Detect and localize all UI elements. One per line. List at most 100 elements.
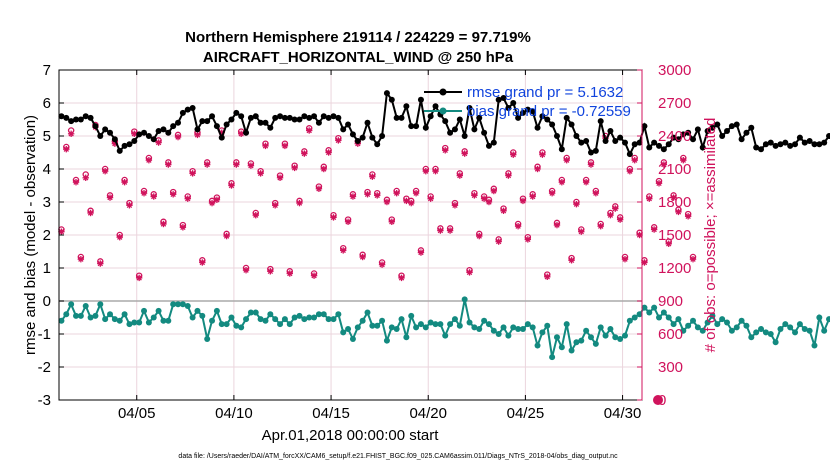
obs-assimilated-point [97, 260, 104, 267]
asterisk-stroke [350, 193, 356, 200]
bias-point [544, 322, 551, 329]
bias-point [189, 314, 196, 321]
rmse-point [257, 119, 264, 126]
obs-assimilated-point [607, 212, 614, 219]
rmse-point [417, 96, 424, 103]
obs-assimilated-point [670, 194, 677, 201]
asterisk-stroke [612, 205, 618, 212]
obs-assimilated-point [233, 161, 240, 168]
asterisk-stroke [126, 202, 133, 208]
bias-point [451, 316, 458, 323]
obs-assimilated-point [271, 202, 279, 209]
obs-assimilated-point [189, 170, 196, 177]
x-tick-label: 04/05 [118, 405, 156, 422]
asterisk-stroke [296, 200, 303, 206]
bias-point [228, 314, 235, 321]
bias-point [738, 317, 745, 324]
asterisk-stroke [311, 273, 317, 279]
left-tick-label: 3 [43, 194, 51, 211]
bias-point [772, 339, 779, 346]
obs-assimilated-point [131, 130, 138, 137]
rmse-point [68, 118, 75, 125]
obs-assimilated-point [121, 179, 128, 186]
asterisk-stroke [238, 131, 244, 137]
bias-point [758, 326, 765, 333]
bias-point [670, 321, 677, 328]
asterisk-stroke [131, 131, 138, 137]
left-tick-label: 2 [43, 227, 51, 244]
rmse-point [315, 119, 322, 126]
obs-assimilated-point [291, 164, 298, 172]
obs-assimilated-point [223, 232, 230, 240]
obs-assimilated-point [578, 228, 585, 235]
obs-assimilated-point [194, 131, 201, 139]
obs-assimilated-point [675, 208, 682, 216]
bias-point [213, 307, 220, 314]
asterisk-stroke [534, 166, 541, 172]
rmse-point [432, 103, 439, 110]
asterisk-stroke [233, 161, 240, 168]
asterisk-stroke [321, 166, 327, 172]
obs-assimilated-point [553, 221, 561, 229]
rmse-point [121, 142, 128, 149]
obs-assimilated-point [383, 198, 391, 206]
asterisk-stroke [282, 143, 288, 149]
asterisk-stroke [559, 179, 565, 185]
bias-point [539, 329, 546, 336]
obs-assimilated-point [276, 174, 284, 181]
obs-assimilated-point [286, 270, 293, 277]
rmse-point [267, 124, 274, 131]
bias-point [111, 316, 118, 323]
rmse-point [107, 129, 114, 136]
asterisk-stroke [364, 191, 371, 197]
rmse-point [238, 113, 245, 120]
bias-point [621, 332, 628, 339]
right-y-axis-label: # of obs: o=possible; ×=assimilated [702, 118, 719, 353]
bias-point [141, 307, 148, 314]
bias-point [476, 326, 483, 333]
asterisk-stroke [379, 262, 385, 268]
asterisk-stroke [413, 190, 419, 196]
bias-point [626, 317, 633, 324]
rmse-point [656, 142, 663, 149]
left-tick-label: -1 [38, 326, 51, 343]
rmse-point [709, 124, 716, 131]
asterisk-stroke [539, 152, 546, 158]
rmse-point [714, 121, 721, 128]
right-tick-label: 2100 [658, 161, 691, 178]
obs-assimilated-point [476, 232, 483, 240]
chart-title-line-1: Northern Hemisphere 219114 / 224229 = 97… [185, 29, 531, 46]
bias-point [408, 312, 415, 319]
asterisk-stroke [549, 190, 555, 196]
obs-assimilated-point [330, 214, 337, 221]
rmse-point [821, 139, 828, 146]
asterisk-stroke [267, 268, 274, 274]
rmse-point [262, 119, 269, 126]
bias-point [806, 327, 813, 334]
bias-point [257, 316, 264, 323]
obs-assimilated-point [505, 172, 512, 179]
bias-point [121, 311, 128, 318]
rmse-point [792, 141, 799, 148]
asterisk-stroke [476, 233, 482, 239]
rmse-point [621, 139, 628, 146]
bias-point [587, 334, 594, 341]
obs-assimilated-point [568, 257, 575, 264]
rmse-point [758, 146, 765, 153]
asterisk-stroke [58, 229, 65, 235]
bias-point [359, 317, 366, 324]
asterisk-stroke [670, 194, 677, 201]
bias-point [816, 314, 823, 321]
rmse-point [626, 151, 633, 158]
rmse-point [665, 141, 672, 148]
asterisk-stroke [359, 254, 366, 260]
asterisk-stroke [253, 212, 259, 218]
rmse-point [160, 126, 167, 133]
bias-point [403, 334, 410, 341]
bias-point [306, 314, 313, 321]
obs-assimilated-point [485, 198, 493, 206]
rmse-point [82, 113, 89, 120]
left-tick-label: 0 [43, 293, 51, 310]
obs-assimilated-point [306, 127, 313, 134]
rmse-point [330, 113, 337, 120]
